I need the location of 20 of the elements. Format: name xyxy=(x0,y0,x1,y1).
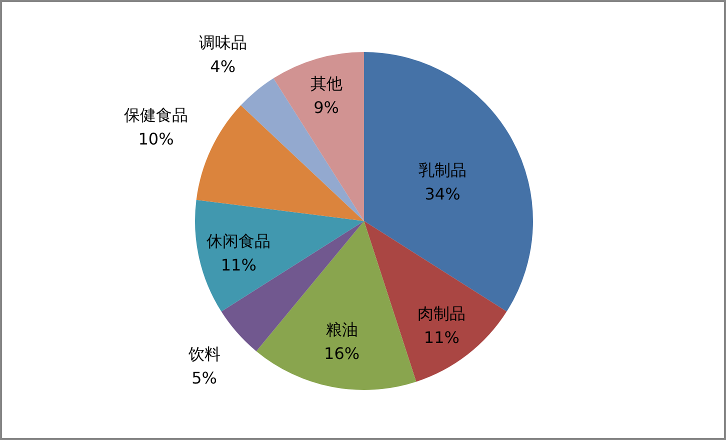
slice-label: 乳制品 xyxy=(418,160,466,180)
slice-label: 休闲食品 xyxy=(206,232,271,251)
slice-label: 调味品 xyxy=(198,33,247,52)
slice-label: 保健食品 xyxy=(124,106,188,125)
slice-label: 饮料 xyxy=(187,344,220,364)
data-label: 16% xyxy=(324,344,360,363)
data-label: 11% xyxy=(424,328,460,347)
pie-slice xyxy=(256,221,416,390)
data-label: 4% xyxy=(210,57,236,76)
pie-slice xyxy=(273,52,364,221)
data-label: 11% xyxy=(220,256,256,275)
slice-label: 肉制品 xyxy=(418,304,466,323)
slice-label: 粮油 xyxy=(326,320,358,339)
pie-slice xyxy=(195,200,364,312)
data-label: 9% xyxy=(314,98,339,117)
data-label: 5% xyxy=(192,368,217,388)
data-label: 10% xyxy=(138,130,174,149)
pie-slice xyxy=(364,221,507,382)
slice-label: 其他 xyxy=(310,74,342,93)
data-label: 34% xyxy=(424,184,460,204)
